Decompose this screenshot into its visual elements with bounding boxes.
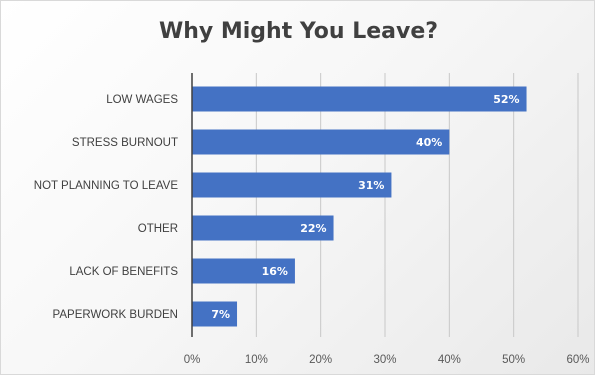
category-label: PAPERWORK BURDEN	[53, 309, 178, 321]
data-label: 31%	[358, 179, 384, 192]
bar	[192, 258, 295, 284]
category-label: OTHER	[138, 223, 178, 235]
data-label: 52%	[493, 93, 519, 106]
bars	[192, 86, 527, 327]
bar	[192, 86, 527, 112]
bar	[192, 215, 334, 241]
x-tick-label: 20%	[309, 354, 332, 366]
bar	[192, 301, 238, 327]
data-label: 40%	[416, 136, 442, 149]
chart-title: Why Might You Leave?	[158, 19, 439, 44]
labels: 0% 10% 20% 30% 40% 50% 60% LOW WAGES 52% STRESS B…	[34, 93, 590, 366]
bar	[192, 129, 450, 155]
x-tick-label: 30%	[373, 354, 396, 366]
bar	[192, 172, 392, 198]
grid-lines	[255, 73, 579, 337]
x-tick-label: 50%	[502, 354, 525, 366]
x-tick-label: 60%	[566, 354, 589, 366]
category-label: LACK OF BENEFITS	[69, 266, 178, 278]
category-label: NOT PLANNING TO LEAVE	[34, 180, 179, 192]
data-label: 22%	[300, 222, 326, 235]
x-tick-label: 0%	[184, 354, 201, 366]
category-label: STRESS BURNOUT	[72, 137, 178, 149]
x-tick-label: 10%	[245, 354, 268, 366]
x-tick-label: 40%	[438, 354, 461, 366]
data-label: 16%	[262, 265, 288, 278]
category-label: LOW WAGES	[106, 94, 178, 106]
data-label: 7%	[211, 308, 230, 321]
